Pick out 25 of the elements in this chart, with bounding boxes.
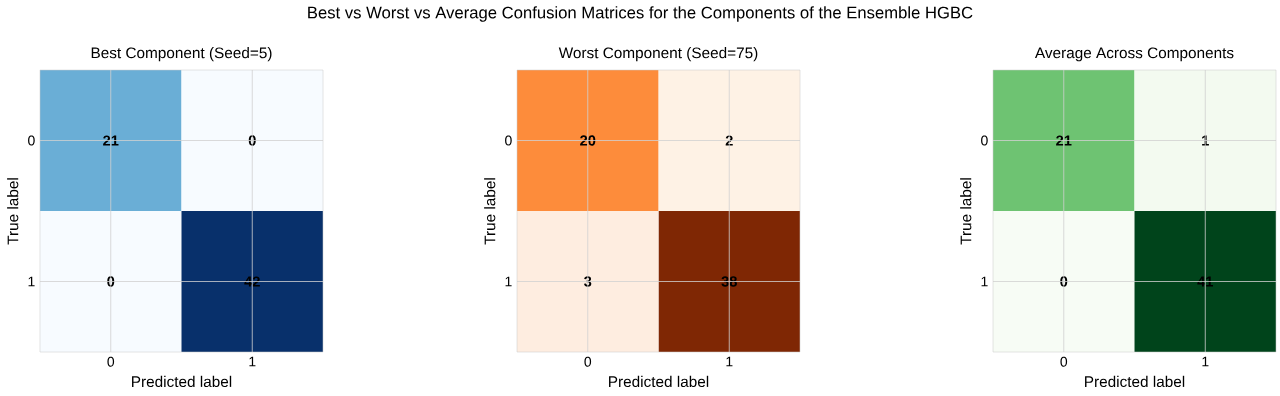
x-axis-title: Predicted label bbox=[609, 375, 709, 388]
x-axis-title: Predicted label bbox=[1085, 375, 1185, 388]
chart-title: Average Across Components bbox=[1034, 47, 1234, 62]
data-label: 1 bbox=[1202, 135, 1209, 146]
y-axis-title: True label bbox=[960, 178, 972, 245]
y-axis-title: True label bbox=[7, 178, 19, 245]
data-label: 0 bbox=[248, 135, 256, 146]
text: Best vs Worst vs Average Confusion Matrices for the Components of the Ensemble HGBC bbox=[308, 6, 973, 22]
chart-title: Best Component (Seed=5) bbox=[91, 47, 272, 62]
data-label: 21 bbox=[1056, 135, 1072, 146]
data-label: 3 bbox=[584, 276, 592, 287]
data-label: 0 bbox=[107, 276, 115, 287]
data-label: 21 bbox=[103, 135, 119, 146]
x-tick-label: 1 bbox=[726, 356, 733, 367]
y-axis-title: True label bbox=[484, 178, 496, 245]
chart-title: Worst Component (Seed=75) bbox=[558, 47, 758, 62]
x-tick-label: 0 bbox=[1060, 356, 1068, 367]
x-tick-label: 1 bbox=[249, 356, 256, 367]
data-label: 20 bbox=[580, 135, 596, 146]
x-tick-label: 0 bbox=[584, 356, 592, 367]
x-tick-label: 1 bbox=[1202, 356, 1209, 367]
data-label: 2 bbox=[725, 135, 733, 146]
x-axis-title: Predicted label bbox=[132, 375, 232, 388]
x-tick-label: 0 bbox=[107, 356, 115, 367]
data-label: 0 bbox=[1060, 276, 1068, 287]
